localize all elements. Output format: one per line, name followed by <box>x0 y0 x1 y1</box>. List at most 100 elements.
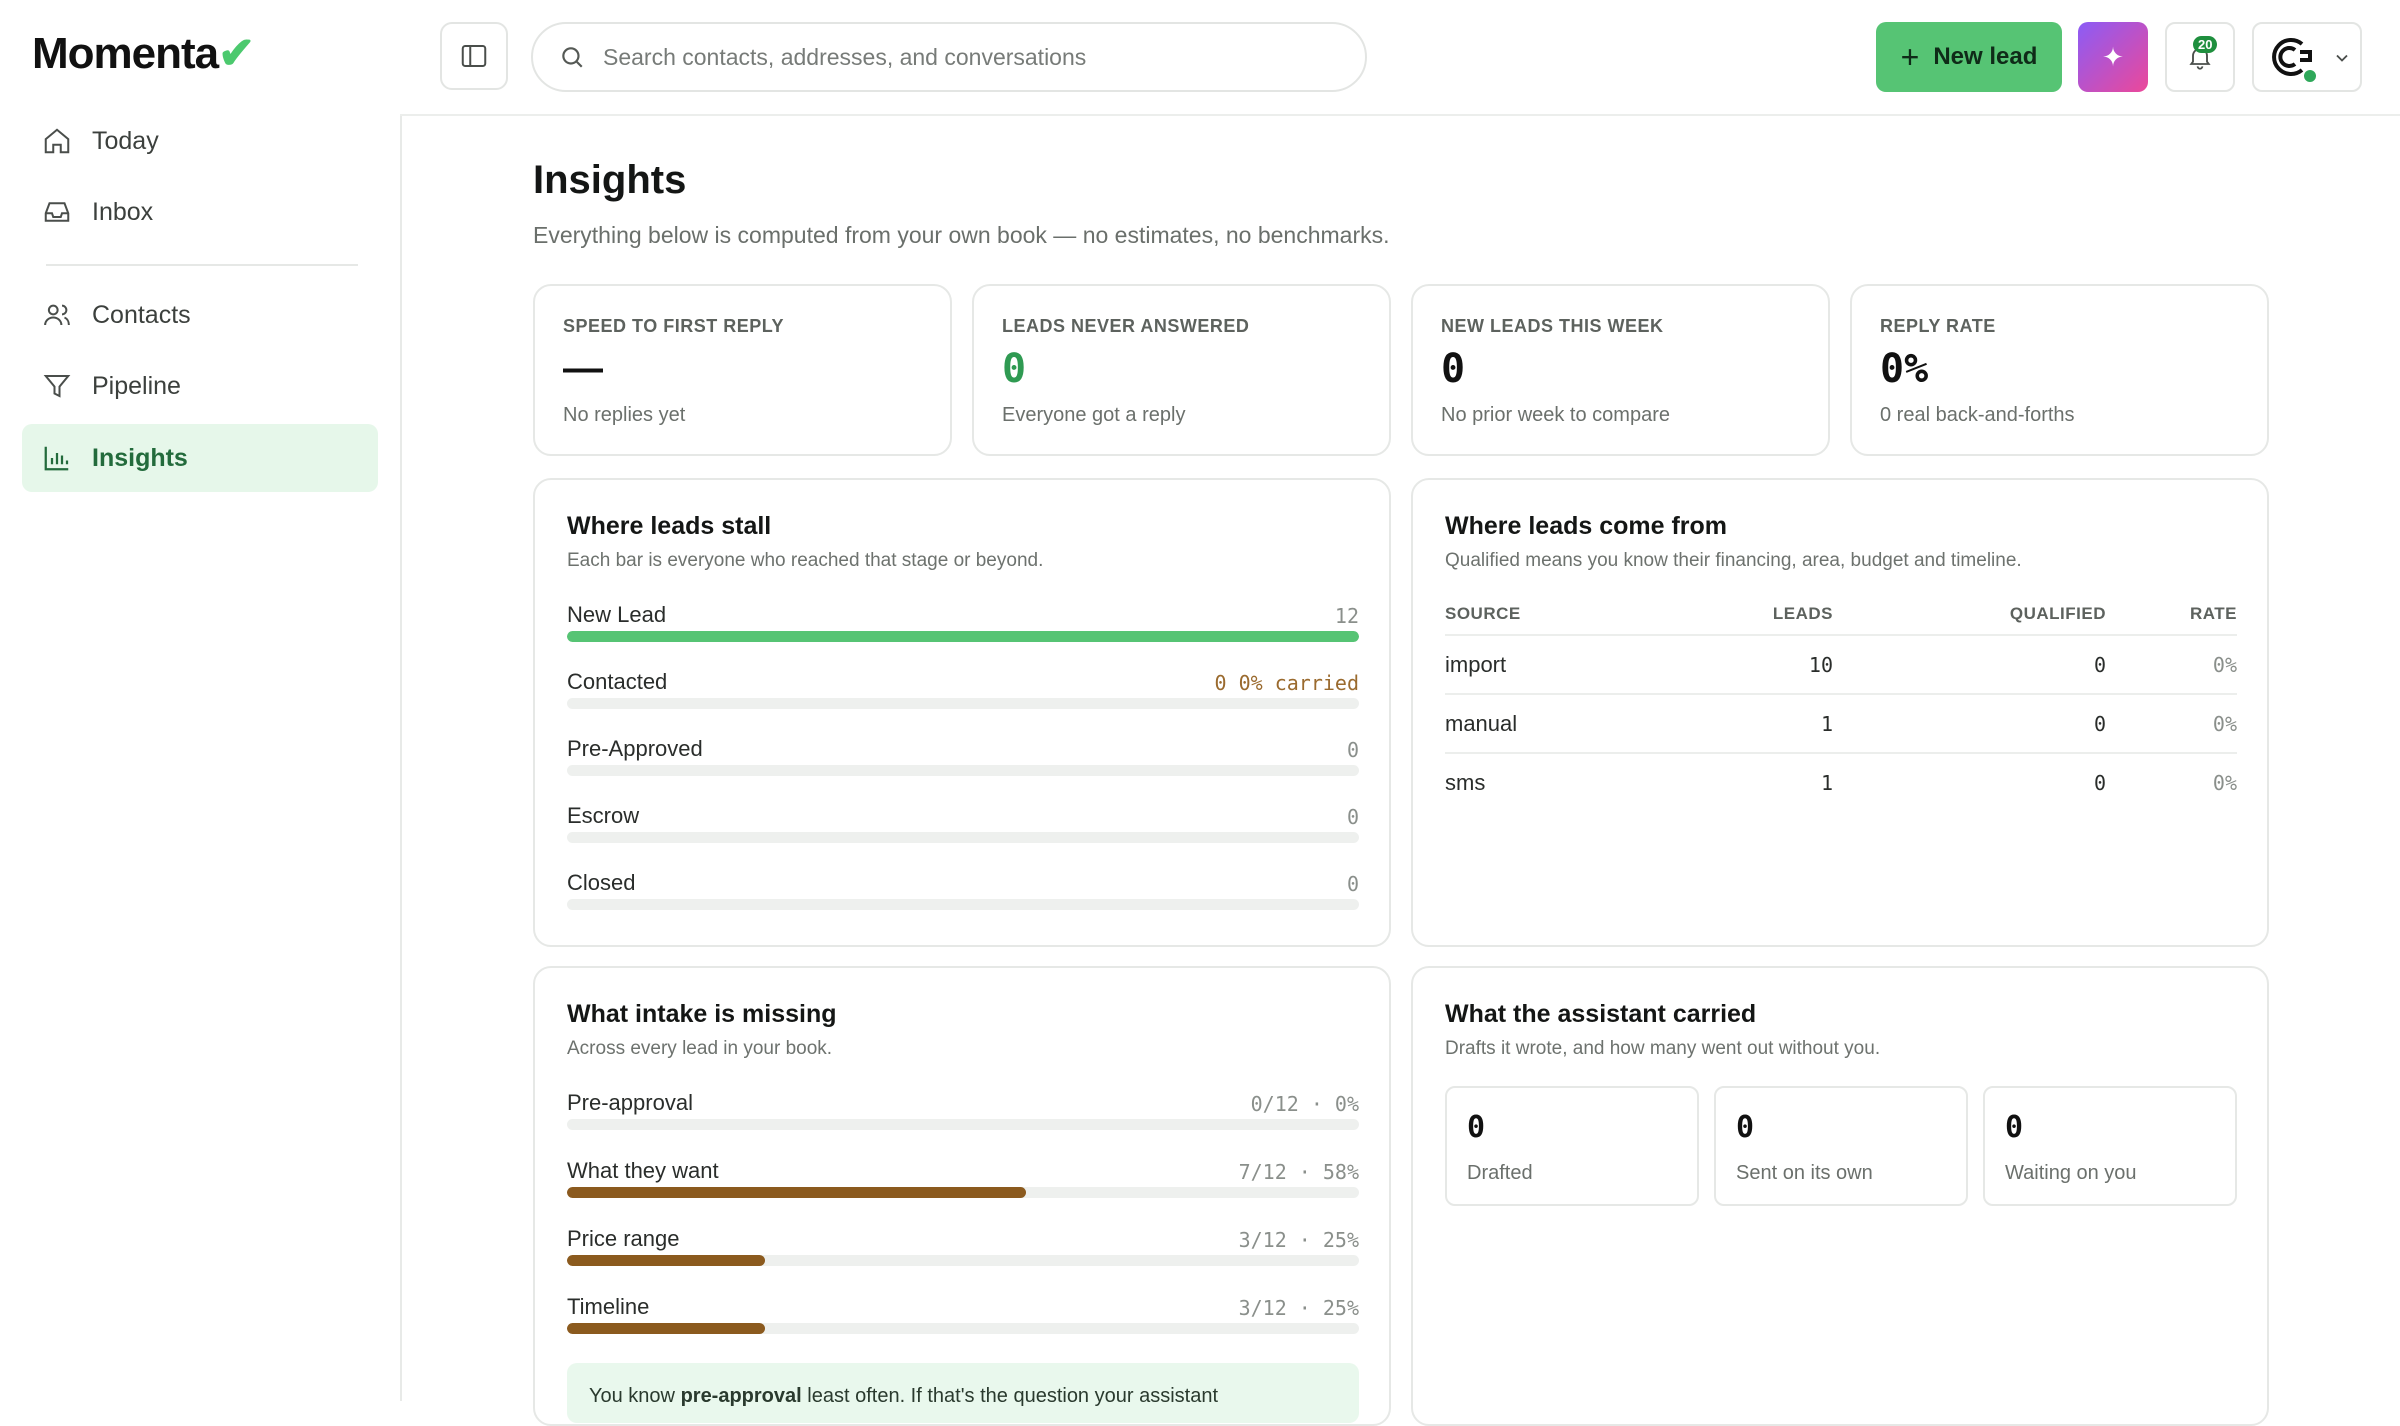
tile-waiting-on-you: 0 Waiting on you <box>1983 1086 2237 1206</box>
assistant-card: What the assistant carried Drafts it wro… <box>1411 966 2269 1426</box>
leads-cell: 1 <box>1820 770 1833 795</box>
inbox-icon <box>44 202 70 222</box>
sidebar-item-label: Insights <box>92 443 188 472</box>
logo[interactable]: Momenta✔ <box>32 28 255 79</box>
intake-row-pre-approval: Pre-approval 0/12 · 0% <box>567 1090 1359 1150</box>
stat-label: SPEED TO FIRST REPLY <box>563 316 785 336</box>
intake-value: 0/12 · 0% <box>1250 1092 1359 1116</box>
stage-row-closed: Closed 0 <box>567 870 1359 930</box>
tile-value: 0 <box>1467 1110 1486 1145</box>
table-row: import 10 0 0% <box>1445 635 2237 695</box>
intake-bar-track <box>567 1187 1359 1198</box>
sidebar-item-label: Inbox <box>92 197 154 226</box>
card-title: Where leads come from <box>1445 512 1728 540</box>
sidebar-item-label: Today <box>92 126 159 155</box>
stage-row-new-lead: New Lead 12 <box>567 602 1359 662</box>
stage-bar-track <box>567 832 1359 843</box>
column-header: SOURCE <box>1445 594 1695 636</box>
stage-value: 0 <box>1346 738 1359 762</box>
new-lead-button[interactable]: + New lead <box>1876 22 2062 92</box>
stage-label: Escrow <box>567 803 640 828</box>
stage-value: 0 0% carried <box>1214 671 1360 695</box>
sidebar-item-label: Contacts <box>92 300 191 329</box>
intake-card: What intake is missing Across every lead… <box>533 966 1391 1426</box>
stage-value: 0 <box>1346 872 1359 896</box>
stage-label: Closed <box>567 870 636 895</box>
stat-card-never-answered: LEADS NEVER ANSWERED 0 Everyone got a re… <box>972 284 1391 456</box>
notifications-button[interactable]: 20 <box>2165 22 2235 92</box>
stat-value: 0 <box>1002 346 1027 392</box>
stage-bar-track <box>567 899 1359 910</box>
stage-label: Contacted <box>567 669 668 694</box>
stat-note: 0 real back-and-forths <box>1880 404 2075 426</box>
tile-drafted: 0 Drafted <box>1445 1086 1699 1206</box>
stage-value: 12 <box>1334 604 1359 628</box>
intake-value: 7/12 · 58% <box>1238 1160 1359 1184</box>
avatar <box>2272 38 2312 76</box>
stat-value: — <box>563 346 603 390</box>
source-cell: sms <box>1445 769 1486 795</box>
intake-label: Price range <box>567 1226 680 1251</box>
sidebar-item-pipeline[interactable]: Pipeline <box>22 352 378 420</box>
rate-cell: 0% <box>2212 770 2237 795</box>
sidebar-item-contacts[interactable]: Contacts <box>22 281 378 349</box>
card-subtitle: Drafts it wrote, and how many went out w… <box>1445 1038 1881 1059</box>
intake-value: 3/12 · 25% <box>1238 1296 1359 1320</box>
card-subtitle: Qualified means you know their financing… <box>1445 550 2022 571</box>
intake-bar-fill <box>567 1255 765 1266</box>
hint-bold: pre-approval <box>680 1385 802 1407</box>
intake-bar-track <box>567 1323 1359 1334</box>
chevron-down-icon <box>2336 54 2348 62</box>
hint-suffix: least often. If that's the question your… <box>807 1385 1219 1407</box>
notification-badge: 20 <box>2193 36 2218 53</box>
top-bar: + New lead ✦ 20 <box>400 0 2400 116</box>
sparkle-icon: ✦ <box>2102 41 2124 72</box>
sidebar-item-inbox[interactable]: Inbox <box>22 178 378 246</box>
online-status-dot <box>2302 68 2318 84</box>
stat-card-reply-rate: REPLY RATE 0% 0 real back-and-forths <box>1850 284 2269 456</box>
search-bar[interactable] <box>531 22 1367 92</box>
stat-note: No prior week to compare <box>1441 404 1670 426</box>
source-cell: manual <box>1445 694 1695 754</box>
stage-bar-track <box>567 631 1359 642</box>
sidebar-item-today[interactable]: Today <box>22 107 378 175</box>
rate-cell: 0% <box>2106 694 2237 754</box>
intake-label: What they want <box>567 1158 719 1183</box>
stat-card-speed: SPEED TO FIRST REPLY — No replies yet <box>533 284 952 456</box>
stage-bar-track <box>567 765 1359 776</box>
source-cell: import <box>1445 635 1695 695</box>
stat-value: 0 <box>1441 346 1466 392</box>
card-subtitle: Across every lead in your book. <box>567 1038 833 1059</box>
stage-row-pre-approved: Pre-Approved 0 <box>567 736 1359 796</box>
search-icon <box>562 47 583 68</box>
stage-label: Pre-Approved <box>567 736 703 761</box>
funnel-icon <box>43 375 71 398</box>
intake-hint: You know pre-approval least often. If th… <box>567 1363 1359 1423</box>
qualified-cell: 0 <box>1833 694 2106 754</box>
stall-card: Where leads stall Each bar is everyone w… <box>533 478 1391 947</box>
sources-card: Where leads come from Qualified means yo… <box>1411 478 2269 947</box>
stage-row-contacted: Contacted 0 0% carried <box>567 669 1359 729</box>
tile-value: 0 <box>1736 1110 1755 1145</box>
stage-bar-track <box>567 698 1359 709</box>
account-menu-button[interactable] <box>2252 22 2362 92</box>
intake-value: 3/12 · 25% <box>1238 1228 1359 1252</box>
sidebar-item-label: Pipeline <box>92 371 181 400</box>
ai-assistant-button[interactable]: ✦ <box>2078 22 2148 92</box>
search-input[interactable] <box>601 42 1345 72</box>
sidebar-divider <box>46 264 358 266</box>
stat-label: NEW LEADS THIS WEEK <box>1441 316 1664 336</box>
column-header: QUALIFIED <box>1833 594 2106 636</box>
intake-row-what-they-want: What they want 7/12 · 58% <box>567 1158 1359 1218</box>
logo-text: Momenta <box>32 29 219 78</box>
hint-prefix: You know <box>589 1385 675 1407</box>
qualified-cell: 0 <box>2093 770 2106 795</box>
intake-bar-track <box>567 1255 1359 1266</box>
stat-note: No replies yet <box>563 404 686 426</box>
card-title: Where leads stall <box>567 512 772 540</box>
toggle-sidebar-button[interactable] <box>440 22 508 90</box>
intake-label: Timeline <box>567 1294 650 1319</box>
bar-chart-icon <box>44 446 69 471</box>
sidebar-item-insights[interactable]: Insights <box>22 424 378 492</box>
qualified-cell: 0 <box>1833 635 2106 695</box>
